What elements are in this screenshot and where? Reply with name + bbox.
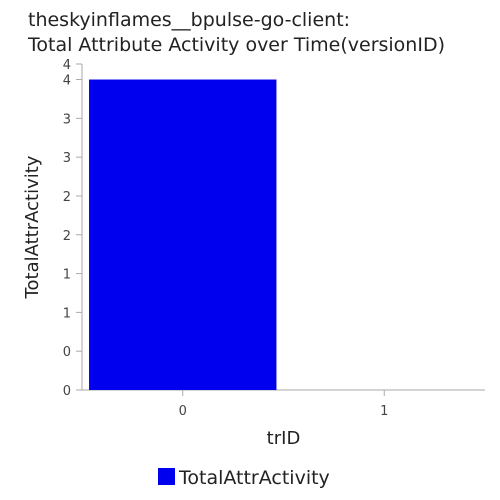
chart-title: theskyinflames__bpulse-go-client: Total … [27, 9, 445, 56]
y-tick-label: 3 [63, 151, 71, 166]
y-tick-label: 2 [63, 190, 71, 205]
y-tick-label: 0 [63, 384, 71, 399]
y-tick-label: 3 [63, 112, 71, 127]
bars [89, 79, 277, 391]
x-axis-label: trID [267, 428, 301, 449]
legend: TotalAttrActivity [158, 467, 330, 489]
y-tick-label: 1 [63, 306, 71, 321]
legend-label: TotalAttrActivity [178, 467, 330, 489]
chart-title-line-2: Total Attribute Activity over Time(versi… [27, 34, 445, 56]
x-tick-label: 1 [380, 404, 388, 419]
y-axis-ticks: 0 0 1 1 2 2 3 3 44 [63, 58, 82, 399]
y-tick-label: 4 [63, 58, 71, 73]
y-tick-label: 4 [63, 74, 71, 89]
bar [89, 79, 277, 391]
legend-swatch [158, 468, 175, 485]
chart-title-line-1: theskyinflames__bpulse-go-client: [28, 9, 350, 31]
y-tick-label: 0 [63, 345, 71, 360]
y-axis-label: TotalAttrActivity [22, 155, 43, 299]
y-tick-label: 2 [63, 229, 71, 244]
y-tick-label: 1 [63, 268, 71, 283]
x-tick-label: 0 [179, 404, 187, 419]
